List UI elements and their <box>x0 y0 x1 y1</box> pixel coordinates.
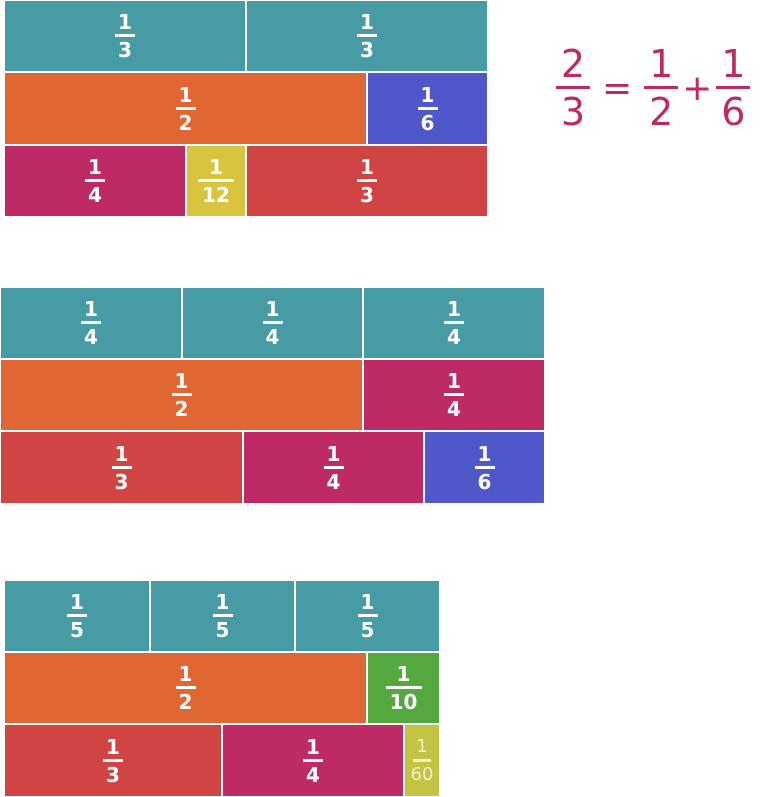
fraction-label: 1 12 <box>198 156 234 206</box>
plus-sign: + <box>682 67 713 109</box>
fraction-label: 1 60 <box>410 735 434 785</box>
fraction-tile: 1 10 <box>368 653 439 723</box>
equals-sign: = <box>602 67 633 109</box>
fraction-tile: 1 60 <box>405 725 439 796</box>
fraction-tile: 1 12 <box>187 146 245 216</box>
fraction-label: 1 10 <box>385 663 422 713</box>
